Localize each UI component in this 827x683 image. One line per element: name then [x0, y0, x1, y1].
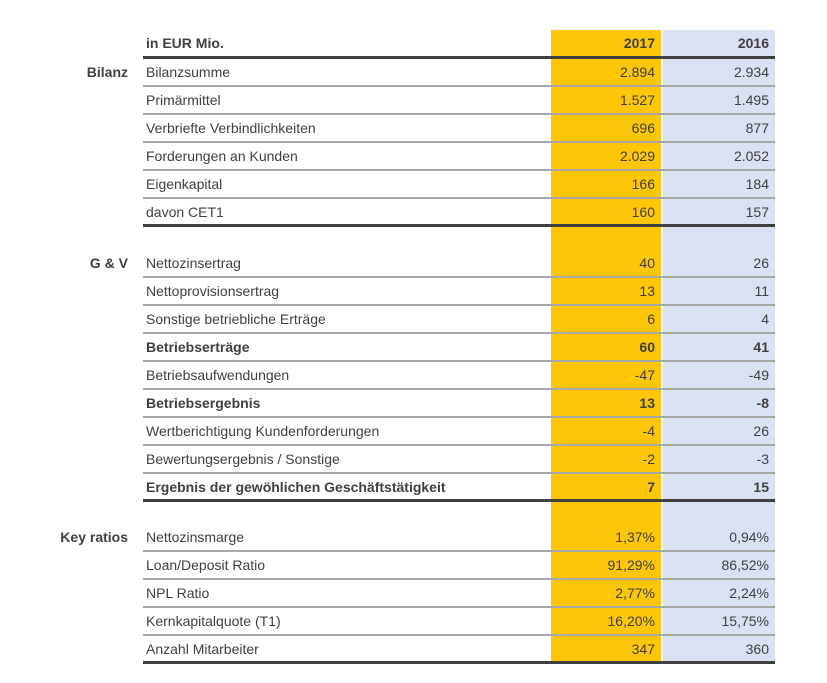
table-row: Sonstige betriebliche Erträge64	[143, 306, 775, 334]
row-label: NPL Ratio	[143, 585, 551, 601]
row-label: Eigenkapital	[143, 176, 551, 192]
table-row: Betriebsergebnis13-8	[143, 390, 775, 418]
value-2017: 696	[551, 120, 661, 136]
row-label: Bewertungsergebnis / Sonstige	[143, 451, 551, 467]
table-row: Betriebserträge6041	[143, 334, 775, 362]
section-gap	[143, 502, 775, 524]
column-header-2016: 2016	[663, 35, 775, 51]
value-2016: 2.052	[663, 148, 775, 164]
value-2016: -3	[663, 451, 775, 467]
table-row: Ergebnis der gewöhlichen Geschäftstätigk…	[143, 474, 775, 502]
value-2017: 60	[551, 339, 661, 355]
value-2016: 1.495	[663, 92, 775, 108]
value-2017: 166	[551, 176, 661, 192]
row-label: Anzahl Mitarbeiter	[143, 641, 551, 657]
table-body: Bilanzsumme2.8942.934Primärmittel1.5271.…	[143, 59, 775, 664]
value-2017: 2,77%	[551, 585, 661, 601]
value-2017: 13	[551, 283, 661, 299]
financial-table: in EUR Mio. 2017 2016 Bilanzsumme2.8942.…	[143, 30, 775, 664]
value-2017: 16,20%	[551, 613, 661, 629]
value-2016: 184	[663, 176, 775, 192]
row-label: Betriebserträge	[143, 339, 551, 355]
value-2017: 40	[551, 255, 661, 271]
table-row: Betriebsaufwendungen-47-49	[143, 362, 775, 390]
row-label: Sonstige betriebliche Erträge	[143, 311, 551, 327]
value-2016: 41	[663, 339, 775, 355]
value-2016: 2.934	[663, 64, 775, 80]
row-label: davon CET1	[143, 204, 551, 220]
section-label-bilanz: Bilanz	[0, 59, 128, 87]
value-2016: 2,24%	[663, 585, 775, 601]
value-2017: 160	[551, 204, 661, 220]
value-2016: 15,75%	[663, 613, 775, 629]
value-2016: -49	[663, 367, 775, 383]
row-label: Nettoprovisionsertrag	[143, 283, 551, 299]
row-label: Betriebsaufwendungen	[143, 367, 551, 383]
value-2016: 157	[663, 204, 775, 220]
value-2016: 360	[663, 641, 775, 657]
value-2017: 7	[551, 479, 661, 495]
value-2017: 347	[551, 641, 661, 657]
table-row: Nettozinsertrag4026	[143, 250, 775, 278]
value-2016: 15	[663, 479, 775, 495]
section-label-key-ratios: Key ratios	[0, 524, 128, 552]
row-label: Primärmittel	[143, 92, 551, 108]
value-2017: 13	[551, 395, 661, 411]
row-label: Nettozinsmarge	[143, 529, 551, 545]
value-2016: 86,52%	[663, 557, 775, 573]
row-label: Loan/Deposit Ratio	[143, 557, 551, 573]
value-2017: 1.527	[551, 92, 661, 108]
table-row: Kernkapitalquote (T1)16,20%15,75%	[143, 608, 775, 636]
section-gap	[143, 227, 775, 250]
table-row: Verbriefte Verbindlichkeiten696877	[143, 115, 775, 143]
table-row: Bilanzsumme2.8942.934	[143, 59, 775, 87]
column-header-2017: 2017	[551, 35, 661, 51]
value-2017: -2	[551, 451, 661, 467]
financial-summary-sheet: in EUR Mio. 2017 2016 Bilanzsumme2.8942.…	[0, 0, 827, 683]
value-2017: 2.894	[551, 64, 661, 80]
table-row: NPL Ratio2,77%2,24%	[143, 580, 775, 608]
value-2016: 11	[663, 283, 775, 299]
table-row: Nettozinsmarge1,37%0,94%	[143, 524, 775, 552]
row-label: Nettozinsertrag	[143, 255, 551, 271]
section-label-g-v: G & V	[0, 250, 128, 278]
row-label: Forderungen an Kunden	[143, 148, 551, 164]
table-row: Anzahl Mitarbeiter347360	[143, 636, 775, 664]
row-label: Betriebsergebnis	[143, 395, 551, 411]
table-row: davon CET1160157	[143, 199, 775, 227]
table-row: Wertberichtigung Kundenforderungen-426	[143, 418, 775, 446]
value-2016: -8	[663, 395, 775, 411]
table-row: Loan/Deposit Ratio91,29%86,52%	[143, 552, 775, 580]
table-row: Eigenkapital166184	[143, 171, 775, 199]
value-2017: -4	[551, 423, 661, 439]
value-2017: -47	[551, 367, 661, 383]
row-label: Ergebnis der gewöhlichen Geschäftstätigk…	[143, 479, 551, 495]
table-row: Forderungen an Kunden2.0292.052	[143, 143, 775, 171]
table-header-row: in EUR Mio. 2017 2016	[143, 30, 775, 59]
table-row: Nettoprovisionsertrag1311	[143, 278, 775, 306]
value-2017: 1,37%	[551, 529, 661, 545]
table-row: Bewertungsergebnis / Sonstige-2-3	[143, 446, 775, 474]
table-row: Primärmittel1.5271.495	[143, 87, 775, 115]
row-label: Kernkapitalquote (T1)	[143, 613, 551, 629]
row-label: Wertberichtigung Kundenforderungen	[143, 423, 551, 439]
value-2016: 26	[663, 255, 775, 271]
unit-label: in EUR Mio.	[143, 35, 551, 51]
value-2016: 877	[663, 120, 775, 136]
value-2016: 4	[663, 311, 775, 327]
value-2017: 6	[551, 311, 661, 327]
value-2016: 0,94%	[663, 529, 775, 545]
row-label: Bilanzsumme	[143, 64, 551, 80]
value-2017: 2.029	[551, 148, 661, 164]
row-label: Verbriefte Verbindlichkeiten	[143, 120, 551, 136]
value-2017: 91,29%	[551, 557, 661, 573]
value-2016: 26	[663, 423, 775, 439]
